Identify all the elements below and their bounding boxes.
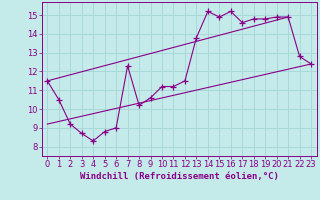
X-axis label: Windchill (Refroidissement éolien,°C): Windchill (Refroidissement éolien,°C) [80, 172, 279, 181]
